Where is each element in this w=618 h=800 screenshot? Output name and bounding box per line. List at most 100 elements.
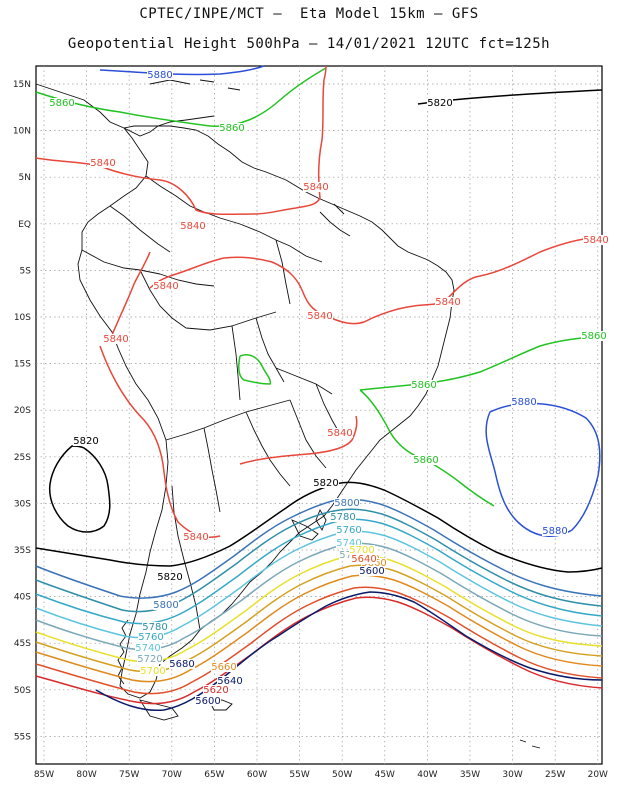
contour-label: 5860 [219,123,244,134]
contour-5780 [35,508,603,613]
longitude-label: 25W [545,770,565,780]
latitude-label: 10N [13,127,31,137]
contour-5600 [95,591,603,712]
latitude-label: 5S [20,266,32,276]
contour-label-bg [583,235,609,245]
contour-label-bg [435,297,461,307]
contour-label: 5720 [137,654,162,665]
contour-label: 5860 [581,331,606,342]
latitude-labels: 15N 10N 5N EQ 5S 10S 15S 20S 25S 30S 35S 40S 45S 50S 5… [13,80,31,742]
latitude-label: 30S [14,499,31,509]
longitude-label: 75W [119,770,139,780]
contour-label: 5840 [183,532,208,543]
title-line-field: Geopotential Height 500hPa – 14/01/2021 … [67,36,551,52]
contour-label: 5760 [138,632,163,643]
contour-label: 5660 [211,662,236,673]
contour-label: 5840 [103,334,128,345]
contour-5840-west [109,251,151,341]
contour-label-bg [135,643,161,653]
contour-5840-plata [239,415,358,465]
contour-label-bg [153,600,179,610]
longitude-label: 60W [247,770,267,780]
contour-5660 [35,574,603,683]
country-borders [81,175,341,631]
contour-label-bg [330,512,356,522]
contour-label: 5780 [142,622,167,633]
rio-de-la-plata [291,519,319,541]
contour-label: 5740 [135,643,160,654]
contour-label-bg [303,182,329,192]
central-america-coast [35,83,215,137]
contour-label-bg [137,654,163,664]
latitude-label: 40S [14,593,31,603]
contour-label-bg [511,397,537,407]
contour-label: 5640 [351,554,376,565]
longitude-labels: 85W 80W 75W 70W 65W 60W 55W 50W 45W 40W 35W 30W 25W 2… [34,770,608,780]
contour-label: 5840 [307,311,332,322]
contour-5640 [35,586,603,695]
longitude-label: 55W [289,770,309,780]
contour-label-bg [411,380,437,390]
contour-label: 5840 [327,428,352,439]
contour-label: 5760 [336,525,361,536]
latitude-label: 45S [14,639,31,649]
graticule-grid [36,66,602,764]
contour-5860-east [359,335,603,391]
contour-label-bg [147,70,173,80]
contour-label-bg [413,455,439,465]
latitude-label: EQ [18,220,31,230]
longitude-label: 70W [162,770,182,780]
longitude-label: 65W [204,770,224,780]
latitude-label: 50S [14,686,31,696]
contour-label: 5880 [511,397,536,408]
latitude-label: 5N [19,173,31,183]
height-contours [35,65,603,712]
contour-label: 5860 [49,98,74,109]
contour-5620 [35,596,603,705]
title-line-model: CPTEC/INPE/MCT – Eta Model 15km – GFS [139,6,479,22]
latitude-label: 15N [13,80,31,90]
contour-label-bg [542,526,568,536]
contour-label-bg [157,572,183,582]
longitude-label: 80W [76,770,96,780]
contour-label-bg [427,98,453,108]
contour-5840-south [99,345,221,538]
contour-label-bg [334,498,360,508]
contour-label: 5700 [140,666,165,677]
contour-5860-loop [238,354,272,385]
contour-label-bg [153,281,179,291]
longitude-label: 50W [332,770,352,780]
contour-label-bg [183,532,209,542]
latitude-label: 15S [14,360,31,370]
contour-label: 5880 [147,70,172,81]
contour-label-bg [90,158,116,168]
contour-label-bg [142,622,168,632]
contour-label: 5840 [90,158,115,169]
contour-label-bg [313,478,339,488]
contour-label: 5740 [336,538,361,549]
contour-label: 5860 [411,380,436,391]
contour-label: 5700 [349,545,374,556]
contour-label: 5820 [313,478,338,489]
contour-label: 5840 [303,182,328,193]
contour-label-bg [581,331,607,341]
contour-label-bg [195,696,221,706]
contour-label: 5880 [542,526,567,537]
latitude-label: 35S [14,546,31,556]
contour-5820-west [48,445,111,533]
contour-5880-high [485,402,601,537]
contour-label: 5840 [435,297,460,308]
contour-label-bg [169,659,195,669]
contour-label: 5600 [195,696,220,707]
latitude-label: 20S [14,406,31,416]
contour-label-bg [203,685,229,695]
contour-label: 5820 [73,436,98,447]
longitude-label: 45W [375,770,395,780]
latitude-label: 55S [14,732,31,742]
contour-5860-north [35,67,327,127]
contour-label-bg [140,666,166,676]
longitude-label: 40W [417,770,437,780]
contour-label-bg [180,221,206,231]
longitude-label: 20W [588,770,608,780]
